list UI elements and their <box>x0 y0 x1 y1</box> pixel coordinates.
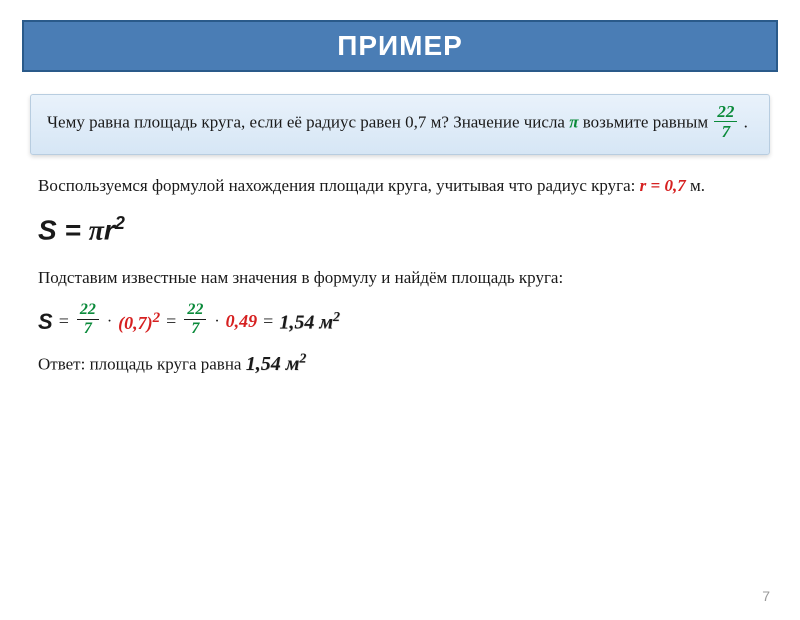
answer-val: 1,54 м <box>246 353 300 375</box>
calculation-line: S = 22 7 · (0,7)2 = 22 7 · 0,49 = 1,54 м… <box>38 304 762 339</box>
page-number: 7 <box>762 588 770 604</box>
answer-text: Ответ: площадь круга равна <box>38 355 246 374</box>
answer-exp: 2 <box>299 351 306 366</box>
calc-r2-exp: 2 <box>153 310 161 326</box>
answer-value: 1,54 м2 <box>246 353 307 375</box>
paragraph-2: Подставим известные нам значения в форму… <box>38 265 762 291</box>
fraction-22-7: 22 7 <box>714 103 737 140</box>
title-bar: ПРИМЕР <box>22 20 778 72</box>
formula-exp: 2 <box>115 213 125 233</box>
calc-frac2-num: 22 <box>184 302 206 320</box>
answer-line: Ответ: площадь круга равна 1,54 м2 <box>38 351 762 376</box>
calc-frac1-den: 7 <box>77 320 99 337</box>
calc-dot1: · <box>107 313 112 331</box>
problem-line1: Чему равна площадь круга, если её радиус… <box>47 112 449 131</box>
calc-r-squared: (0,7)2 <box>118 310 160 334</box>
calc-eq1: = <box>59 311 69 332</box>
fraction-numerator: 22 <box>714 103 737 122</box>
solution-content: Воспользуемся формулой нахождения площад… <box>38 173 762 376</box>
calc-frac1: 22 7 <box>77 302 99 337</box>
title-text: ПРИМЕР <box>337 30 463 61</box>
problem-line2c: . <box>744 112 748 131</box>
r-value: r = 0,7 <box>640 176 686 195</box>
pi-symbol: π <box>569 112 578 131</box>
calc-r2-base: (0,7) <box>118 313 153 333</box>
calc-049: 0,49 <box>226 311 258 332</box>
problem-line2b: возьмите равным <box>579 112 713 131</box>
formula-pi: π <box>89 215 104 246</box>
calc-result: 1,54 м2 <box>279 310 340 335</box>
calc-dot2: · <box>214 313 219 331</box>
paragraph-1: Воспользуемся формулой нахождения площад… <box>38 173 762 199</box>
formula-S: S <box>38 214 57 245</box>
calc-frac2: 22 7 <box>184 302 206 337</box>
problem-line2a: Значение числа <box>453 112 569 131</box>
calc-result-val: 1,54 м <box>279 311 333 333</box>
formula-r: r <box>104 214 115 245</box>
fraction-denominator: 7 <box>714 122 737 140</box>
p1-text-a: Воспользуемся формулой нахождения площад… <box>38 176 640 195</box>
calc-S: S <box>38 309 53 335</box>
area-formula: S = πr2 <box>38 213 762 247</box>
problem-statement-box: Чему равна площадь круга, если её радиус… <box>30 94 770 155</box>
calc-eq3: = <box>263 311 273 332</box>
calc-frac2-den: 7 <box>184 320 206 337</box>
calc-result-exp: 2 <box>333 310 340 325</box>
calc-frac1-num: 22 <box>77 302 99 320</box>
calc-eq2: = <box>166 311 176 332</box>
formula-eq: = <box>57 214 89 245</box>
p1-text-b: м. <box>686 176 705 195</box>
